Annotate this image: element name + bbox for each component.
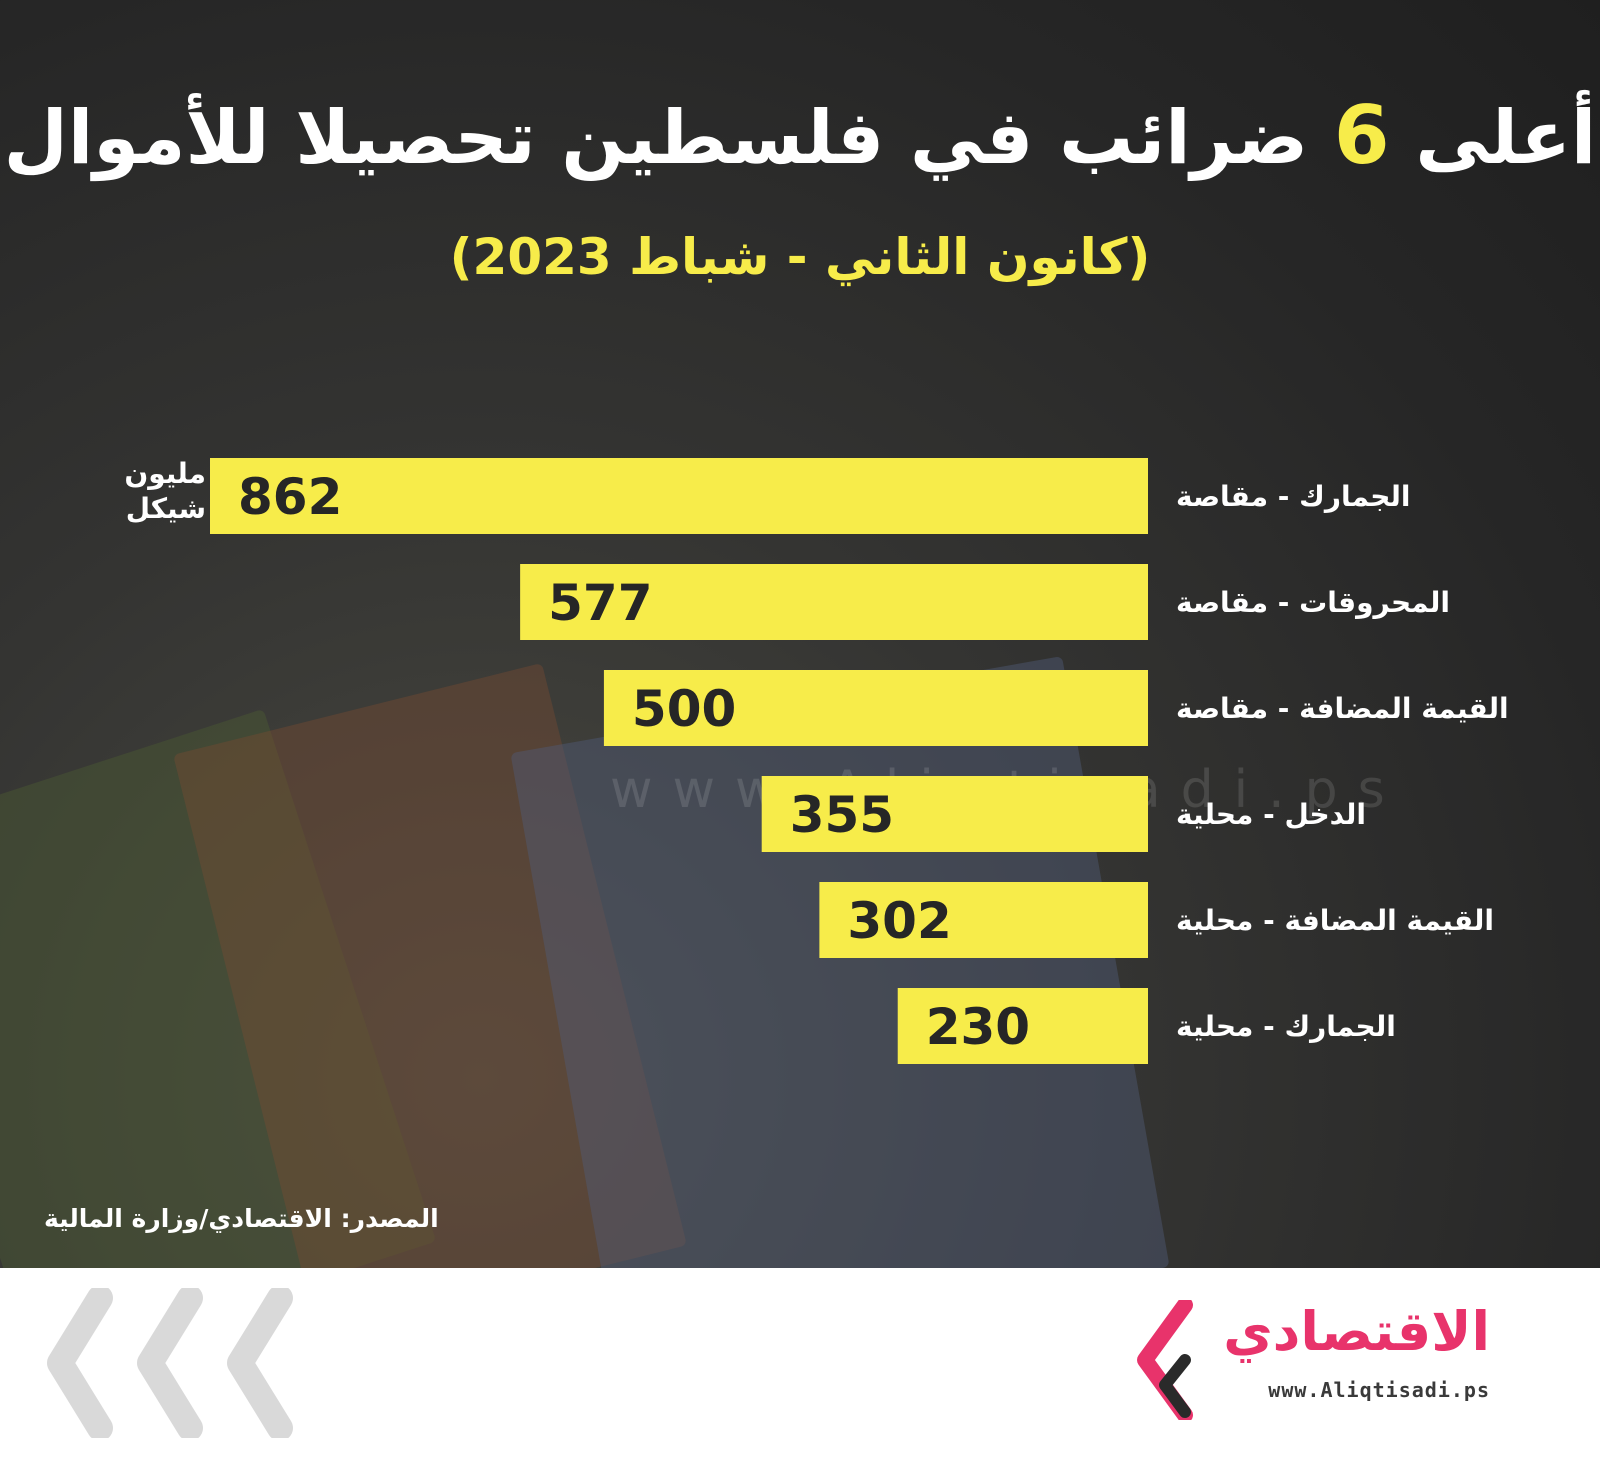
category-label: الدخل - محلية xyxy=(1176,798,1366,831)
category-label: الجمارك - محلية xyxy=(1176,1010,1396,1043)
bar-value-label: 500 xyxy=(632,680,736,738)
bar-value-label: 577 xyxy=(548,574,652,632)
title-part2: ضرائب في فلسطين تحصيلا للأموال xyxy=(3,95,1309,181)
bar-3 xyxy=(761,776,1148,852)
chart-title: أعلى 6 ضرائب في فلسطين تحصيلا للأموال xyxy=(0,92,1600,180)
unit-label: مليون شيكل xyxy=(96,456,206,526)
bar-value-label: 302 xyxy=(847,892,951,950)
category-label: الجمارك - مقاصة xyxy=(1176,480,1411,513)
bar-4 xyxy=(819,882,1148,958)
bar-value-label: 355 xyxy=(790,786,894,844)
category-label: المحروقات - مقاصة xyxy=(1176,586,1450,619)
bar-value-label: 862 xyxy=(238,468,342,526)
chart-subtitle: (كانون الثاني - شباط 2023) xyxy=(449,228,1151,286)
title-number: 6 xyxy=(1333,89,1390,182)
chevrons-icon xyxy=(47,1288,293,1438)
category-label: القيمة المضافة - محلية xyxy=(1176,904,1494,937)
unit-line1: مليون xyxy=(124,457,206,490)
bar-0 xyxy=(210,458,1148,534)
brand-name: الاقتصادي xyxy=(1223,1300,1490,1363)
bar-1 xyxy=(520,564,1148,640)
source-note: المصدر: الاقتصادي/وزارة المالية xyxy=(44,1204,439,1233)
bar-chart: 862 الجمارك - مقاصة 577 المحروقات - مقاصة 50… xyxy=(210,458,1509,1064)
bar-5 xyxy=(897,988,1148,1064)
unit-line2: شيكل xyxy=(125,492,206,525)
brand-url: www.Aliqtisadi.ps xyxy=(1268,1378,1490,1402)
title-part1: أعلى xyxy=(1415,95,1597,181)
category-label: القيمة المضافة - مقاصة xyxy=(1176,692,1509,725)
brand-logo: الاقتصادي www.Aliqtisadi.ps xyxy=(1130,1300,1490,1420)
bar-2 xyxy=(603,670,1148,746)
brand-mark-icon xyxy=(1137,1300,1193,1420)
bar-value-label: 230 xyxy=(926,998,1030,1056)
